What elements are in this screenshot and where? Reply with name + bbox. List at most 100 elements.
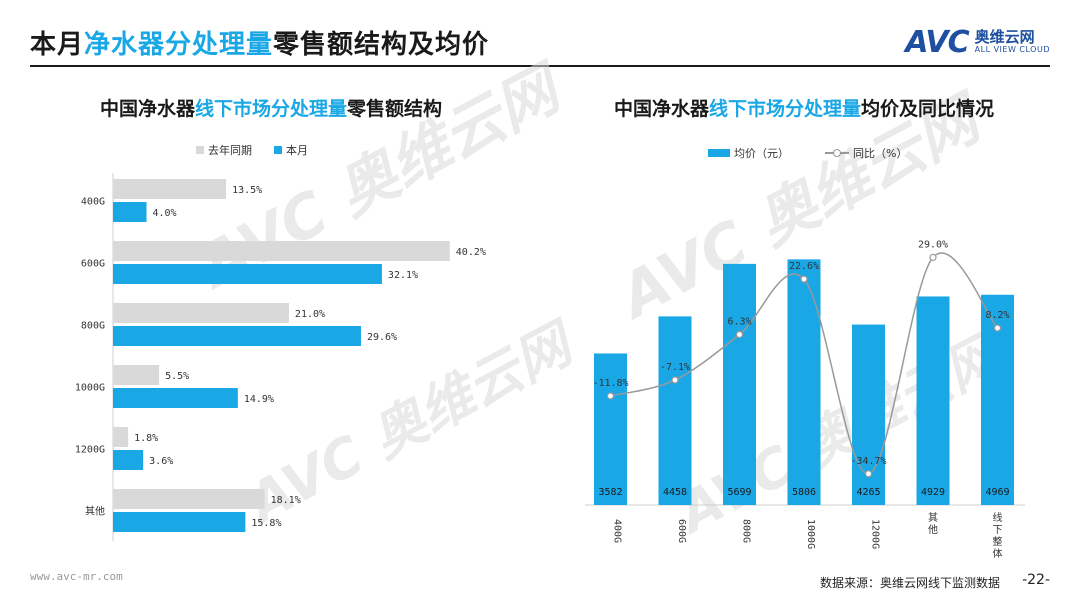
data-label-last-year: 18.1%	[271, 495, 301, 506]
bar-current	[113, 264, 382, 284]
left-title-highlight: 线下市场分处理量	[195, 98, 348, 120]
category-label: 400G	[81, 197, 105, 208]
category-label: 线下整体	[993, 511, 1003, 560]
price-bar	[723, 263, 756, 505]
bar-last-year	[113, 365, 160, 385]
right-title-pre: 中国净水器	[614, 98, 710, 120]
bar-last-year	[113, 241, 450, 261]
yoy-point	[929, 253, 937, 261]
data-label-last-year: 40.2%	[456, 247, 486, 258]
data-label-last-year: 1.8%	[134, 433, 158, 444]
yoy-point	[993, 324, 1002, 332]
price-bar	[916, 296, 950, 505]
legend-item-price: 均价（元）	[708, 145, 789, 161]
price-bar	[658, 316, 692, 505]
price-bar	[852, 324, 885, 505]
right-chart-title: 中国净水器线下市场分处理量均价及同比情况	[614, 94, 994, 121]
price-label: 4265	[856, 487, 880, 498]
data-label-current: 3.6%	[149, 456, 173, 467]
data-label-current: 29.6%	[367, 332, 397, 343]
category-label: 400G	[612, 519, 623, 543]
legend-label-last-year: 去年同期	[208, 144, 252, 157]
price-label: 5806	[792, 487, 816, 498]
yoy-point	[671, 376, 679, 384]
legend-swatch-gray	[196, 146, 204, 154]
yoy-point	[606, 392, 615, 400]
legend-item-current: 本月	[274, 142, 308, 158]
yoy-label: -11.8%	[592, 378, 628, 389]
bar-last-year	[113, 489, 265, 509]
title-divider	[30, 65, 1050, 67]
yoy-point	[735, 330, 744, 339]
legend-label-yoy: 同比（%）	[853, 147, 908, 160]
right-legend: 均价（元） 同比（%）	[708, 145, 907, 161]
legend-label-price: 均价（元）	[734, 147, 789, 160]
page-title-post: 零售额结构及均价	[273, 30, 490, 60]
price-label: 3582	[598, 487, 622, 498]
footer-url: www.avc-mr.com	[30, 570, 123, 583]
bar-current	[113, 326, 361, 346]
category-label: 1000G	[805, 519, 816, 549]
yoy-point	[864, 470, 873, 478]
legend-label-current: 本月	[286, 144, 308, 157]
bar-current	[113, 512, 246, 532]
left-legend: 去年同期 本月	[196, 142, 308, 158]
category-label: 其他	[85, 505, 105, 518]
data-label-last-year: 21.0%	[295, 309, 325, 320]
bar-last-year	[113, 303, 289, 323]
category-label: 1000G	[75, 383, 105, 394]
price-label: 4969	[985, 487, 1009, 498]
yoy-label: -34.7%	[850, 456, 886, 467]
footer-source: 数据来源：奥维云网线下监测数据	[819, 576, 1000, 590]
right-combo-chart: 3582 400G 4458 600G 5699 800G 5806 1000G 4265 120…	[585, 239, 1025, 560]
yoy-label: 29.0%	[918, 239, 948, 250]
yoy-label: 8.2%	[985, 310, 1009, 321]
price-bar	[787, 259, 821, 505]
bar-current	[113, 202, 147, 222]
bar-current	[113, 450, 144, 470]
page-title: 本月净水器分处理量零售额结构及均价	[30, 24, 489, 64]
category-label: 600G	[676, 519, 687, 543]
yoy-label: -7.1%	[660, 362, 690, 373]
left-title-pre: 中国净水器	[100, 98, 196, 120]
page-title-highlight: 净水器分处理量	[84, 30, 274, 60]
price-label: 4458	[663, 487, 687, 498]
yoy-point	[800, 275, 808, 283]
category-label: 800G	[741, 519, 752, 543]
logo-mark: AVC	[905, 24, 969, 60]
bar-current	[113, 388, 238, 408]
yoy-label: 22.6%	[789, 261, 819, 272]
bar-last-year	[113, 179, 227, 199]
page-number: -22-	[1022, 572, 1050, 588]
avc-logo: AVC 奥维云网 ALL VIEW CLOUD	[905, 22, 1050, 62]
left-chart-title: 中国净水器线下市场分处理量零售额结构	[100, 94, 442, 121]
data-label-current: 4.0%	[153, 208, 177, 219]
left-bar-chart: 13.5% 4.0% 400G 40.2% 32.1% 600G 21.0% 29.6% 800…	[75, 173, 486, 541]
legend-item-yoy: 同比（%）	[825, 145, 907, 161]
price-label: 5699	[727, 487, 751, 498]
bar-last-year	[113, 427, 129, 447]
right-title-post: 均价及同比情况	[861, 98, 995, 120]
category-label: 1200G	[870, 519, 881, 549]
legend-swatch-yoy	[825, 148, 849, 158]
legend-swatch-blue	[274, 146, 282, 154]
data-label-current: 32.1%	[388, 270, 418, 281]
category-label: 其他	[928, 512, 938, 536]
logo-text: 奥维云网 ALL VIEW CLOUD	[975, 29, 1050, 54]
left-title-post: 零售额结构	[347, 98, 443, 120]
data-label-current: 15.8%	[251, 518, 281, 529]
yoy-label: 6.3%	[727, 316, 751, 327]
category-label: 800G	[81, 321, 105, 332]
logo-en: ALL VIEW CLOUD	[974, 44, 1050, 54]
data-label-current: 14.9%	[244, 394, 274, 405]
right-title-highlight: 线下市场分处理量	[709, 98, 862, 120]
page-title-pre: 本月	[30, 30, 85, 60]
legend-item-last-year: 去年同期	[196, 142, 252, 158]
category-label: 1200G	[75, 445, 105, 456]
logo-cn: 奥维云网	[974, 28, 1035, 47]
price-label: 4929	[921, 487, 945, 498]
legend-swatch-price	[708, 149, 730, 157]
data-label-last-year: 13.5%	[232, 185, 262, 196]
price-bar	[594, 353, 627, 505]
data-label-last-year: 5.5%	[165, 371, 189, 382]
